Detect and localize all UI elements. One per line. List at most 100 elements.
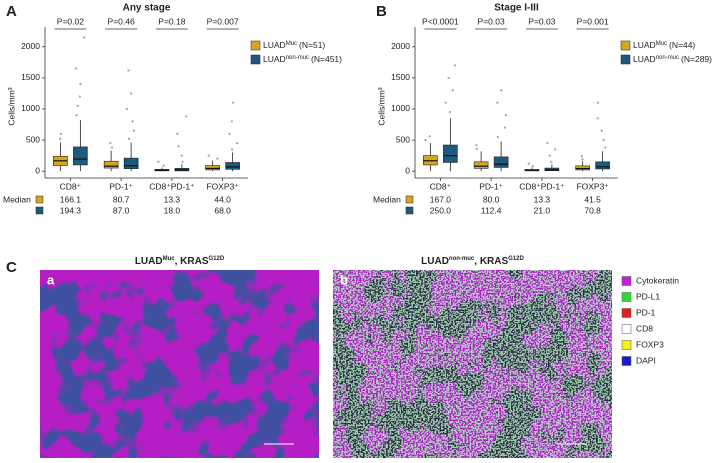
legend-swatch: [621, 340, 632, 350]
y-tick-label: 500: [396, 134, 410, 144]
image-title-part: , KRAS: [474, 256, 508, 267]
outlier-point: [59, 132, 63, 136]
box: [225, 162, 240, 170]
median-swatch: [405, 195, 414, 204]
outlier-point: [548, 154, 551, 157]
image-title-part: G12D: [508, 256, 524, 262]
box: [103, 160, 119, 169]
legend-label: DAPI: [636, 355, 656, 365]
x-tick-label: PD-1⁺: [109, 181, 133, 191]
x-tick-label: CD8⁺: [430, 181, 452, 191]
y-axis-label: Cells/mm³: [376, 87, 386, 125]
median-value: 250.0: [430, 205, 452, 215]
outlier-point: [78, 95, 82, 98]
outlier-point: [546, 141, 549, 145]
y-axis-label: Cells/mm³: [6, 87, 16, 125]
p-value: P<0.0001: [422, 16, 459, 26]
p-value: P=0.46: [108, 16, 135, 26]
median-row-label: Median: [373, 194, 401, 204]
outlier-point: [500, 89, 503, 92]
outlier-point: [235, 141, 239, 145]
outlier-point: [177, 145, 180, 148]
median-value: 112.4: [481, 205, 502, 215]
x-tick-label: PD-1⁺: [479, 181, 503, 191]
outlier-point: [230, 148, 234, 151]
legend-label-part: Muc: [656, 41, 667, 47]
outlier-point: [176, 132, 179, 136]
y-tick-label: 1500: [391, 72, 410, 82]
outlier-point: [185, 115, 188, 118]
y-tick-label: 0: [35, 165, 40, 175]
legend-label: LUADMuc (N=44): [633, 40, 695, 50]
legend-label: PD-L1: [636, 291, 660, 301]
p-value: P=0.02: [57, 16, 84, 26]
image-title-part: non-muc: [449, 256, 475, 262]
outlier-point: [82, 36, 86, 39]
median-value: 18.0: [164, 205, 181, 215]
outlier-point: [448, 110, 452, 114]
outlier-point: [475, 143, 478, 147]
outlier-point: [550, 160, 553, 164]
x-tick-label: CD8⁺PD-1⁺: [149, 181, 195, 191]
x-tick-label: FOXP3⁺: [576, 181, 609, 191]
outlier-point: [75, 114, 78, 117]
y-tick-label: 1500: [21, 72, 40, 82]
median-value: 70.8: [584, 205, 601, 215]
outlier-point: [74, 67, 78, 70]
outlier-point: [216, 157, 219, 160]
outlier-point: [602, 138, 605, 142]
legend-swatch: [250, 40, 261, 51]
median-value: 44.0: [214, 194, 231, 204]
median-value: 21.0: [534, 205, 551, 215]
outlier-point: [596, 101, 600, 104]
outlier-point: [127, 69, 130, 72]
median-value: 166.1: [60, 194, 82, 204]
outlier-point: [228, 132, 231, 136]
legend-label-part: LUAD: [633, 40, 656, 50]
legend-swatch: [621, 356, 632, 366]
outlier-point: [180, 154, 183, 157]
outlier-point: [475, 147, 479, 150]
y-tick-label: 500: [26, 134, 40, 144]
outlier-point: [231, 101, 235, 104]
outlier-point: [76, 104, 80, 108]
image-title-part: LUAD: [135, 256, 163, 267]
legend-label-part: (N=289): [681, 54, 712, 64]
outlier-point: [503, 126, 507, 129]
chart-title: Stage I-III: [494, 3, 539, 14]
outlier-point: [79, 82, 82, 86]
outlier-point: [428, 135, 431, 138]
median-swatch: [405, 206, 414, 215]
outlier-point: [424, 138, 427, 142]
outlier-point: [596, 117, 599, 120]
p-value: P=0.18: [158, 16, 185, 26]
panel-label: A: [6, 3, 17, 20]
outlier-point: [600, 129, 603, 132]
y-tick-label: 1000: [391, 103, 410, 113]
image-title-part: Muc: [163, 256, 176, 262]
panel-label: B: [376, 3, 387, 20]
legend-label-part: LUAD: [263, 54, 286, 64]
outlier-point: [230, 120, 234, 123]
median-row-label: Median: [3, 194, 31, 204]
y-tick-label: 1000: [21, 103, 40, 113]
outlier-point: [181, 160, 184, 164]
image-title: LUADMuc, KRASG12D: [135, 256, 225, 267]
box: [575, 165, 590, 171]
legend-label: LUADMuc (N=51): [263, 40, 325, 50]
legend-label-part: LUAD: [263, 40, 286, 50]
median-value: 13.3: [164, 194, 181, 204]
y-tick-label: 0: [405, 165, 410, 175]
legend-label-part: (N=451): [311, 54, 342, 64]
image-title: LUADnon-muc, KRASG12D: [421, 256, 524, 267]
outlier-point: [207, 154, 211, 157]
outlier-point: [604, 146, 607, 149]
outlier-point: [580, 155, 584, 158]
outlier-point: [127, 137, 131, 141]
legend-label: LUADnon-muc (N=289): [633, 54, 712, 64]
x-tick-label: FOXP3⁺: [206, 181, 239, 191]
legend-label-part: (N=51): [299, 40, 325, 50]
box: [595, 161, 610, 170]
median-value: 167.0: [430, 194, 452, 204]
